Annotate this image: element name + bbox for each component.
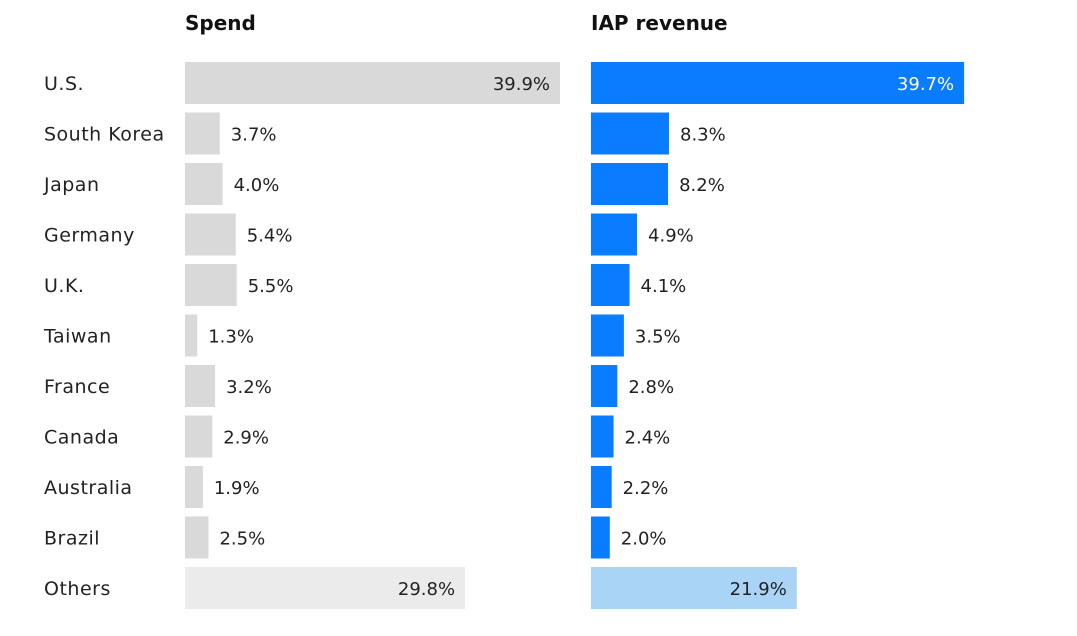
iap-revenue-bar-brazil [591,516,610,559]
iap-revenue-value-label-australia: 2.2% [623,478,669,499]
spend-value-label-south-korea: 3.7% [231,125,277,146]
category-labels: U.S. South Korea Japan Germany U.K. Taiwan Fra… [43,73,165,600]
panel-title-spend: Spend [185,11,256,35]
category-label-germany: Germany [44,225,135,247]
iap-revenue-value-label-u-k: 4.1% [641,276,687,297]
spend-bar-others [185,567,466,609]
spend-value-label-australia: 1.9% [214,478,260,499]
spend-bar-brazil [185,516,209,559]
spend-bar-u-s [185,62,560,104]
spend-bar-germany [185,213,236,256]
spend-value-label-canada: 2.9% [223,428,269,449]
spend-bar-taiwan [185,314,198,357]
iap-revenue-bar-u-s [591,62,965,104]
category-label-u-k: U.K. [44,275,84,297]
iap-revenue-value-label-taiwan: 3.5% [635,327,681,348]
spend-value-label-france: 3.2% [226,377,272,398]
spend-value-label-germany: 5.4% [247,226,293,247]
category-label-taiwan: Taiwan [43,326,112,348]
spend-value-label-brazil: 2.5% [219,529,265,550]
iap-revenue-value-label-germany: 4.9% [648,226,694,247]
category-label-japan: Japan [43,174,100,196]
spend-bar-japan [185,163,223,205]
iap-revenue-bar-canada [591,415,614,458]
spend-bar-australia [185,466,203,508]
iap-revenue-value-label-japan: 8.2% [679,175,725,196]
iap-revenue-bar-japan [591,163,669,205]
spend-bar-france [185,365,216,407]
spend-bar-u-k [185,264,237,306]
spend-panel: 39.9% 3.7% 4.0% 5.4% 5.5% 1.3% 3.2% 2.9% 1.9% 2.5… [185,62,560,609]
category-label-south-korea: South Korea [44,124,165,146]
iap-revenue-bar-taiwan [591,314,624,357]
category-label-canada: Canada [44,427,119,449]
category-label-others: Others [44,578,111,600]
panel-title-iap-revenue: IAP revenue [591,11,728,35]
iap-revenue-value-label-brazil: 2.0% [621,529,667,550]
spend-bar-canada [185,415,213,458]
spend-bar-south-korea [185,112,220,155]
iap-revenue-value-label-u-s: 39.7% [897,74,954,95]
iap-revenue-bar-u-k [591,264,630,306]
iap-revenue-value-label-south-korea: 8.3% [680,125,726,146]
iap-revenue-bar-australia [591,466,612,508]
iap-revenue-value-label-canada: 2.4% [625,428,671,449]
spend-value-label-u-s: 39.9% [493,74,550,95]
iap-revenue-bar-france [591,365,618,407]
spend-value-label-japan: 4.0% [234,175,280,196]
category-label-france: France [44,376,110,398]
spend-value-label-others: 29.8% [398,579,455,600]
iap-revenue-bar-germany [591,213,638,256]
iap-revenue-panel: 39.7% 8.3% 8.2% 4.9% 4.1% 3.5% 2.8% 2.4% 2.2% 2.0… [591,62,965,609]
spend-value-label-taiwan: 1.3% [208,327,254,348]
category-label-u-s: U.S. [44,73,84,95]
category-label-australia: Australia [44,477,133,499]
iap-revenue-value-label-france: 2.8% [628,377,674,398]
iap-revenue-bar-south-korea [591,112,670,155]
iap-revenue-value-label-others: 21.9% [730,579,787,600]
category-label-brazil: Brazil [44,528,100,550]
iap-revenue-bar-others [591,567,797,609]
spend-value-label-u-k: 5.5% [248,276,294,297]
